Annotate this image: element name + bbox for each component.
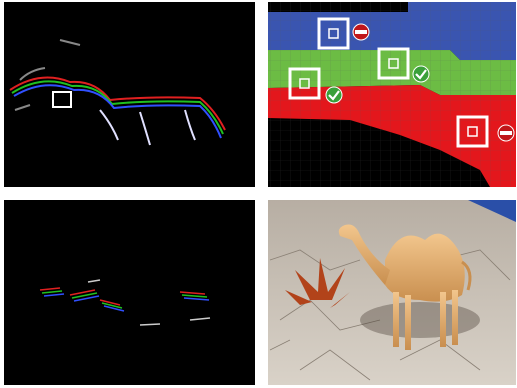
reject-icon	[497, 124, 515, 142]
panel-bottom-left	[4, 200, 255, 385]
grid-overlay-light	[268, 2, 516, 187]
panel-top-left	[4, 2, 255, 187]
motion-streaks	[9, 39, 226, 146]
camel	[338, 224, 472, 350]
sky	[468, 200, 516, 222]
selection-box	[456, 115, 489, 148]
panel-background	[4, 200, 255, 385]
panel-bottom-right	[268, 200, 516, 385]
selection-box-inner	[467, 126, 478, 137]
selection-box	[52, 91, 72, 108]
camel-shadow	[360, 302, 480, 338]
motion-streaks	[39, 279, 211, 326]
selection-box	[317, 17, 350, 50]
reject-icon	[352, 23, 370, 41]
plant	[285, 258, 350, 308]
selection-box-inner	[388, 58, 399, 69]
desert-ground	[268, 200, 516, 385]
selection-boxes	[288, 17, 489, 148]
selection-box	[288, 67, 321, 100]
selection-box-inner	[328, 28, 339, 39]
selection-box-inner	[299, 78, 310, 89]
selection-box	[377, 47, 410, 80]
accept-icon	[412, 65, 430, 83]
accept-icon	[325, 86, 343, 104]
panel-background	[4, 2, 255, 187]
panel-top-right	[268, 2, 516, 187]
